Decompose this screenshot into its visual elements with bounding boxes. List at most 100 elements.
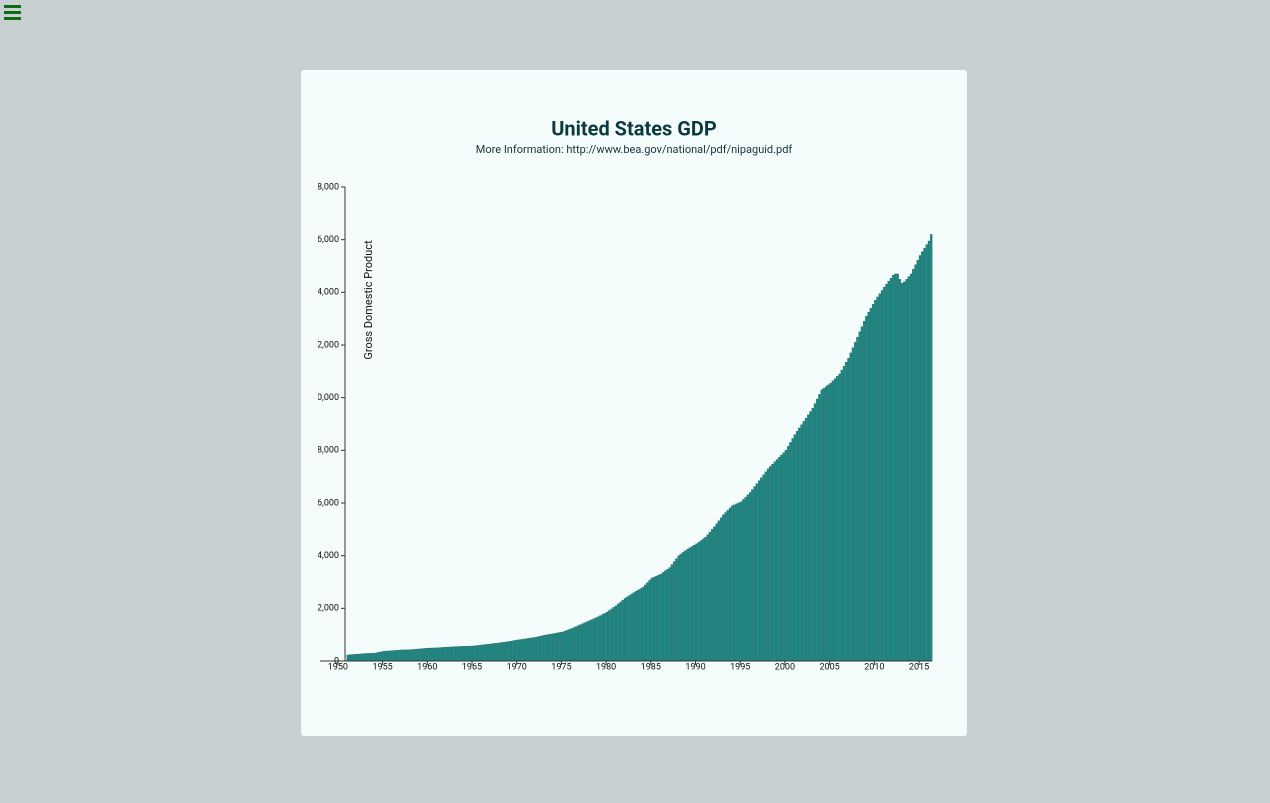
bar [411, 649, 414, 662]
x-tick-label: 1980 [596, 662, 616, 672]
bar [375, 652, 378, 662]
bar [652, 576, 656, 662]
x-tick-label: 1950 [328, 662, 348, 672]
bar [563, 631, 566, 662]
bar [467, 645, 470, 662]
bar [384, 650, 387, 662]
menu-button[interactable] [4, 5, 21, 20]
x-tick-label: 2000 [775, 662, 795, 672]
bar [357, 653, 361, 662]
bar [874, 300, 877, 662]
bar [686, 548, 689, 662]
bar [780, 454, 783, 662]
bar [916, 259, 919, 662]
bar [420, 648, 423, 662]
bar [784, 450, 788, 662]
bar [483, 644, 486, 662]
bar [898, 279, 902, 662]
bar [572, 627, 575, 662]
bar [608, 610, 611, 662]
bar [449, 646, 452, 662]
bar [605, 611, 609, 662]
x-tick-label: 2010 [864, 662, 884, 672]
bar [487, 643, 490, 662]
y-tick-label: 18,000 [312, 182, 339, 192]
bar [847, 358, 850, 662]
bar [892, 275, 895, 662]
bar [831, 380, 834, 662]
bar [391, 650, 394, 662]
bar [424, 648, 428, 662]
bar [382, 651, 385, 662]
bar [836, 376, 839, 662]
bar [599, 615, 602, 662]
bar [858, 331, 861, 662]
bar [787, 446, 790, 662]
bar [532, 637, 535, 662]
bar [914, 264, 917, 662]
y-tick-label: 10,000 [312, 393, 339, 403]
bar [478, 645, 481, 662]
bar [793, 434, 796, 662]
bar [740, 501, 743, 662]
x-tick-label: 1965 [462, 662, 482, 672]
bar [570, 628, 573, 662]
bar [507, 641, 510, 662]
bar [657, 574, 660, 662]
bar [860, 326, 864, 662]
x-tick-label: 2015 [909, 662, 929, 672]
bar [889, 278, 893, 662]
bar [576, 625, 580, 662]
bar [500, 642, 504, 662]
bar [458, 646, 461, 662]
bar [351, 654, 354, 662]
x-tick-label: 2005 [820, 662, 840, 672]
bar [474, 645, 477, 662]
bar [921, 251, 924, 662]
bar [918, 255, 922, 662]
bar [603, 613, 606, 662]
bar [626, 596, 629, 662]
bar [402, 649, 405, 662]
chart-subtitle: More Information: http://www.bea.gov/nat… [476, 143, 793, 156]
bar [804, 417, 808, 662]
y-tick-label: 8,000 [317, 446, 339, 456]
bar [433, 647, 437, 662]
bar [415, 648, 419, 662]
bar [789, 442, 792, 662]
bar [673, 561, 676, 662]
bar [753, 486, 756, 662]
bar [856, 336, 859, 662]
bar [476, 645, 479, 662]
bar [923, 248, 926, 662]
bar [628, 595, 631, 662]
bar [643, 584, 647, 662]
bar [494, 643, 497, 662]
bar [480, 644, 484, 662]
bar [661, 572, 665, 662]
bar [567, 629, 571, 662]
bar [509, 640, 513, 662]
bar [413, 649, 416, 662]
bar [813, 403, 817, 662]
bar [621, 600, 624, 662]
bar [688, 547, 691, 662]
bar [820, 389, 823, 662]
bar [880, 290, 884, 662]
bar [590, 619, 593, 662]
bar [395, 650, 399, 662]
y-tick-label: 12,000 [312, 340, 339, 350]
bar [681, 552, 685, 662]
bar [561, 631, 564, 662]
bar [491, 643, 495, 662]
y-axis-label: Gross Domestic Product [362, 240, 375, 360]
bar [697, 542, 700, 662]
bar [746, 494, 750, 662]
bar [715, 523, 718, 662]
bar [724, 512, 727, 662]
bar [597, 616, 600, 662]
bar [863, 321, 866, 662]
bar [516, 639, 519, 662]
